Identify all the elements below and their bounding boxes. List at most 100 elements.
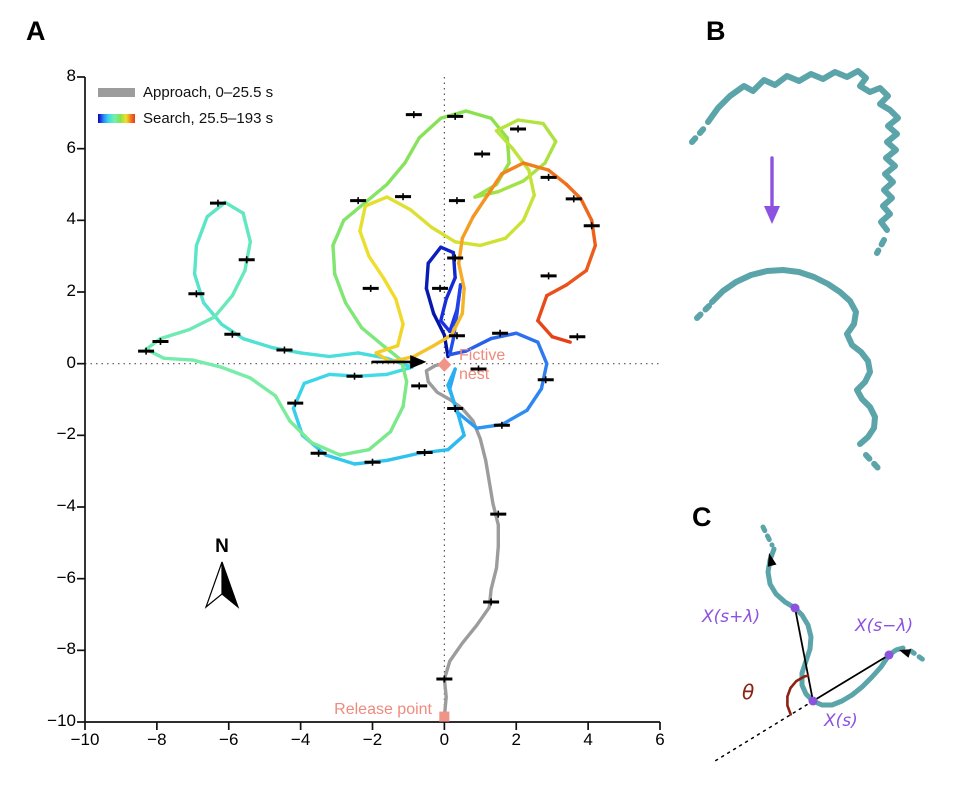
search-path-segment [550, 335, 572, 344]
search-path-segment [564, 182, 583, 201]
search-path-segment [241, 336, 274, 350]
point-current-label: X(s) [824, 711, 858, 731]
x-tick-label: −4 [290, 730, 311, 749]
smoothed-path-lead-dashes [694, 303, 712, 321]
search-path-segment [201, 301, 224, 326]
search-path-segment [241, 211, 253, 244]
search-path-segment [494, 129, 515, 151]
search-path-segment [367, 254, 385, 280]
tangent-dotted-line [714, 700, 814, 762]
chord-ahead [794, 607, 814, 702]
raw-path [705, 68, 901, 233]
search-path-segment [543, 139, 558, 165]
search-path-segment [536, 293, 549, 323]
search-path-segment [363, 182, 389, 205]
search-path-segment [431, 311, 447, 337]
y-tick-label: 8 [66, 66, 76, 85]
search-path-segment [205, 200, 227, 219]
search-path-segment [426, 245, 443, 266]
x-tick-label: −2 [362, 730, 383, 749]
search-path-segment [187, 315, 217, 332]
direction-arrow-right-head [899, 649, 912, 658]
search-path-segment [541, 121, 558, 144]
y-tick-label: −6 [56, 567, 76, 587]
panel-a-label: A [26, 16, 46, 46]
north-label: N [215, 536, 229, 557]
search-path-segment [358, 229, 371, 258]
segment-end-dashes [908, 648, 928, 664]
search-path-segment [230, 268, 247, 298]
search-path-segment [455, 410, 479, 430]
search-path-segment [363, 195, 389, 208]
search-path-segment [510, 146, 531, 172]
search-path-segment [331, 243, 337, 276]
chord-behind [812, 654, 890, 702]
search-path-segment [485, 172, 504, 197]
fictive-nest-marker [437, 357, 452, 372]
y-tick-label: −2 [56, 424, 76, 444]
search-path-segment [536, 340, 549, 366]
search-path-segment [388, 404, 405, 434]
legend-row-search: Search, 25.5–193 s [98, 110, 273, 127]
point-current [808, 696, 818, 706]
fictive-nest-label: Fictive nest [459, 347, 506, 384]
release-point-label: Release point [334, 701, 432, 718]
search-path-segment [514, 331, 540, 344]
search-path-segment [401, 379, 409, 409]
search-path-segment [455, 283, 463, 316]
search-path-segment [446, 433, 466, 452]
release-point-marker [439, 711, 450, 722]
search-path-segment [288, 419, 314, 445]
search-path-segment [439, 297, 448, 323]
search-path-segment [331, 218, 346, 248]
search-path-segment [439, 318, 452, 334]
search-path-segment [464, 109, 493, 120]
search-path-segment [273, 394, 292, 423]
search-path-segment [360, 326, 385, 348]
search-path-segment [342, 200, 368, 223]
y-tick-label: −10 [47, 711, 76, 730]
search-path-segment [424, 261, 430, 291]
search-path-segment [457, 261, 466, 291]
search-path-segment [408, 207, 434, 230]
x-tick-label: −8 [147, 730, 167, 749]
search-path-segment [194, 215, 209, 248]
panel-c-label: C [692, 502, 712, 532]
search-path-segment [394, 297, 405, 326]
x-tick-label: −6 [219, 730, 239, 749]
x-tick-label: 6 [655, 730, 665, 749]
approach-path [424, 362, 500, 719]
search-path-segment [399, 358, 409, 384]
search-path-segment [579, 197, 594, 223]
search-path-segment [302, 372, 332, 386]
search-path-segment [460, 215, 475, 240]
search-path-segment [424, 286, 436, 316]
search-path-segment [431, 333, 454, 348]
search-path-segment [500, 408, 529, 427]
direction-arrow-head [410, 355, 427, 369]
y-tick-label: −4 [56, 496, 76, 515]
search-path-segment [564, 268, 589, 287]
search-path-segment [338, 447, 371, 457]
search-path-segment [448, 349, 468, 357]
search-path-segment [521, 161, 551, 172]
point-behind [884, 650, 894, 660]
point-behind-label: X(s−λ) [855, 616, 914, 636]
search-path-segment [516, 118, 545, 126]
search-path-segment [381, 275, 398, 301]
search-path-segment [219, 365, 253, 380]
search-path-segment [417, 116, 443, 140]
approach-legend-label: Approach, 0–25.5 s [143, 84, 274, 101]
search-path-segment [358, 204, 368, 233]
search-path-segment [546, 168, 569, 187]
legend-row-approach: Approach, 0–25.5 s [98, 84, 273, 101]
search-path-segment [430, 225, 457, 244]
search-path-segment [464, 336, 493, 353]
search-path-segment [324, 453, 357, 466]
panel-b-label: B [706, 16, 726, 46]
search-path-segment [444, 275, 457, 301]
x-tick-label: 4 [583, 730, 593, 749]
search-path-segment [539, 361, 549, 391]
